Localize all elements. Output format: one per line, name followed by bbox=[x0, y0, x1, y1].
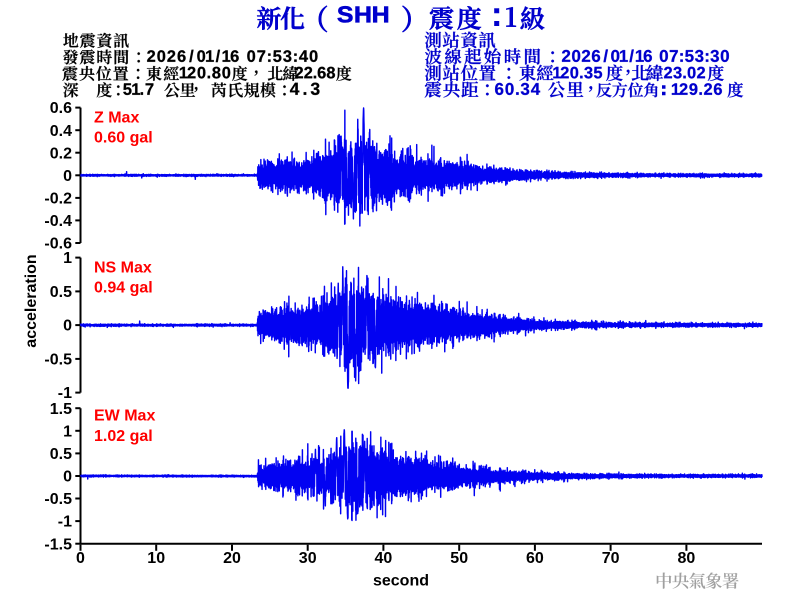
svg-text:1: 1 bbox=[63, 423, 72, 440]
svg-text:-1.5: -1.5 bbox=[44, 536, 72, 553]
svg-text:second: second bbox=[373, 572, 429, 589]
svg-text:0.5: 0.5 bbox=[50, 446, 72, 463]
svg-text:-0.2: -0.2 bbox=[44, 191, 72, 208]
svg-text:-0.4: -0.4 bbox=[44, 213, 72, 230]
svg-text:Z Max: Z Max bbox=[94, 110, 139, 127]
svg-text:20: 20 bbox=[223, 550, 241, 567]
svg-text:0.2: 0.2 bbox=[50, 145, 72, 162]
svg-text:40: 40 bbox=[375, 550, 393, 567]
svg-text:0: 0 bbox=[63, 168, 72, 185]
svg-text:-1: -1 bbox=[58, 385, 72, 402]
svg-text:EW Max: EW Max bbox=[94, 408, 155, 425]
svg-text:0.5: 0.5 bbox=[50, 284, 72, 301]
svg-text:0.6: 0.6 bbox=[50, 100, 72, 117]
svg-text:acceleration: acceleration bbox=[23, 254, 40, 347]
svg-text:0: 0 bbox=[63, 318, 72, 335]
svg-text:-0.6: -0.6 bbox=[44, 236, 72, 253]
svg-text:80: 80 bbox=[678, 550, 696, 567]
svg-text:-0.5: -0.5 bbox=[44, 491, 72, 508]
svg-text:10: 10 bbox=[147, 550, 165, 567]
svg-text:30: 30 bbox=[299, 550, 317, 567]
svg-text:0: 0 bbox=[76, 550, 85, 567]
svg-text:70: 70 bbox=[602, 550, 620, 567]
svg-text:-0.5: -0.5 bbox=[44, 352, 72, 369]
svg-text:1: 1 bbox=[63, 250, 72, 267]
svg-text:60: 60 bbox=[526, 550, 544, 567]
svg-text:0.4: 0.4 bbox=[50, 123, 72, 140]
svg-text:1.02 gal: 1.02 gal bbox=[94, 428, 153, 445]
svg-text:1.5: 1.5 bbox=[50, 401, 72, 418]
svg-text:NS Max: NS Max bbox=[94, 259, 152, 276]
svg-text:0.60 gal: 0.60 gal bbox=[94, 130, 153, 147]
svg-text:0.94 gal: 0.94 gal bbox=[94, 280, 153, 297]
svg-text:0: 0 bbox=[63, 469, 72, 486]
svg-text:50: 50 bbox=[450, 550, 468, 567]
svg-text:-1: -1 bbox=[58, 514, 72, 531]
